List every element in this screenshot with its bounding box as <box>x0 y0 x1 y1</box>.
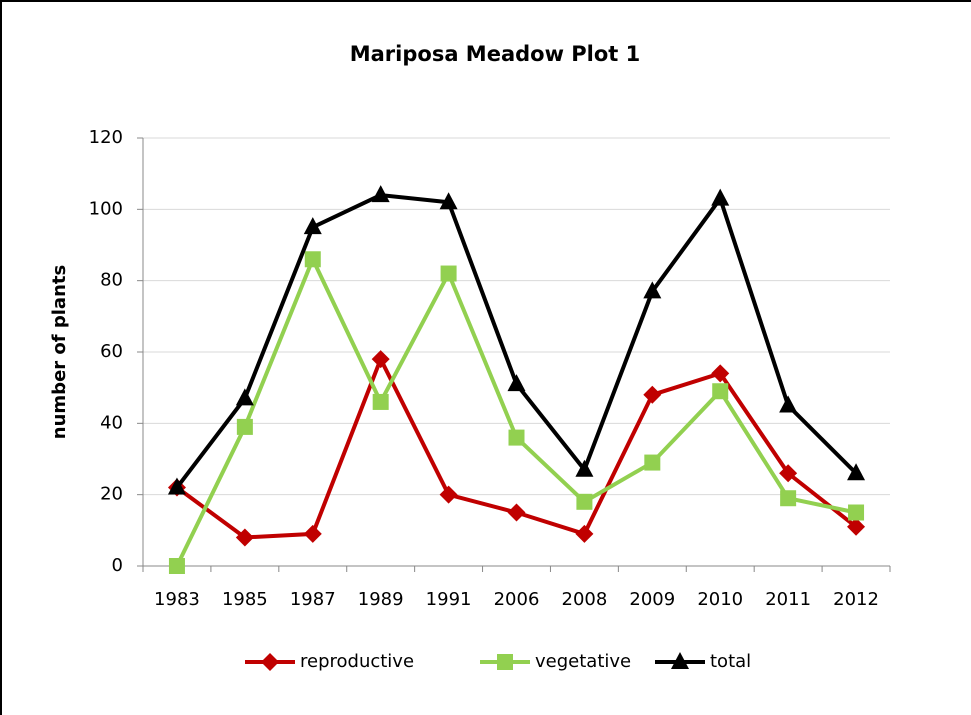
marker <box>671 652 689 669</box>
marker <box>235 388 254 406</box>
marker <box>848 504 865 521</box>
x-tick-label: 2008 <box>562 589 608 610</box>
x-tick-label: 1983 <box>154 589 200 610</box>
marker <box>576 493 593 510</box>
marker <box>507 374 526 392</box>
marker <box>167 477 186 495</box>
marker <box>779 464 798 483</box>
chart-title: Mariposa Meadow Plot 1 <box>350 42 641 66</box>
marker <box>711 188 730 206</box>
marker <box>235 528 254 547</box>
marker <box>439 485 458 504</box>
marker <box>371 185 390 203</box>
marker <box>440 265 457 282</box>
marker <box>780 490 797 507</box>
x-tick-label: 1989 <box>358 589 404 610</box>
marker <box>779 395 798 413</box>
x-tick-label: 1985 <box>222 589 268 610</box>
legend-label: total <box>710 651 751 672</box>
marker <box>168 558 185 574</box>
marker <box>508 429 525 446</box>
marker <box>303 524 322 543</box>
x-tick-label: 2009 <box>629 589 675 610</box>
marker <box>261 653 279 671</box>
marker <box>643 385 662 404</box>
marker <box>712 383 729 400</box>
y-tick-label: 120 <box>89 127 123 148</box>
marker <box>575 459 594 477</box>
marker <box>644 454 661 471</box>
y-axis-label: number of plants <box>49 265 70 439</box>
marker <box>711 364 730 383</box>
x-tick-label: 1991 <box>426 589 472 610</box>
y-tick-label: 40 <box>100 412 123 433</box>
x-tick-label: 2011 <box>765 589 811 610</box>
marker <box>507 503 526 522</box>
x-tick-label: 2012 <box>833 589 879 610</box>
legend-label: vegetative <box>535 651 631 672</box>
y-tick-label: 20 <box>100 484 123 505</box>
x-tick-label: 2006 <box>494 589 540 610</box>
marker <box>371 350 390 369</box>
y-tick-label: 100 <box>89 198 123 219</box>
x-tick-label: 2010 <box>697 589 743 610</box>
marker <box>847 517 866 536</box>
marker <box>497 654 513 670</box>
marker <box>304 251 321 268</box>
y-tick-label: 80 <box>100 270 123 291</box>
marker <box>372 393 389 410</box>
marker <box>236 418 253 435</box>
legend-label: reproductive <box>300 651 414 672</box>
marker <box>643 281 662 299</box>
marker <box>303 217 322 235</box>
y-tick-label: 0 <box>112 555 123 576</box>
y-tick-label: 60 <box>100 341 123 362</box>
marker <box>439 192 458 210</box>
marker <box>847 463 866 481</box>
x-tick-label: 1987 <box>290 589 336 610</box>
marker <box>575 524 594 543</box>
